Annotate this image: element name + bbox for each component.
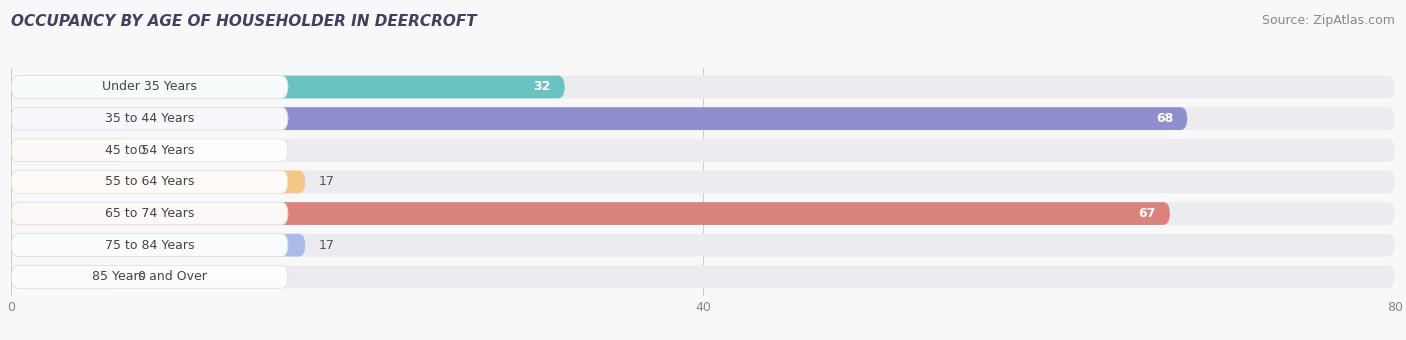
FancyBboxPatch shape <box>11 266 124 288</box>
FancyBboxPatch shape <box>11 234 1395 257</box>
FancyBboxPatch shape <box>11 202 288 225</box>
FancyBboxPatch shape <box>11 107 288 130</box>
FancyBboxPatch shape <box>11 75 288 98</box>
Text: 35 to 44 Years: 35 to 44 Years <box>105 112 194 125</box>
Text: Under 35 Years: Under 35 Years <box>103 81 197 94</box>
Text: 17: 17 <box>319 239 335 252</box>
FancyBboxPatch shape <box>11 234 288 257</box>
Text: 17: 17 <box>319 175 335 188</box>
FancyBboxPatch shape <box>11 171 288 193</box>
FancyBboxPatch shape <box>11 139 1395 162</box>
FancyBboxPatch shape <box>11 234 305 257</box>
FancyBboxPatch shape <box>11 107 1187 130</box>
FancyBboxPatch shape <box>11 107 1395 130</box>
Text: 75 to 84 Years: 75 to 84 Years <box>105 239 194 252</box>
Text: 65 to 74 Years: 65 to 74 Years <box>105 207 194 220</box>
FancyBboxPatch shape <box>11 266 288 288</box>
FancyBboxPatch shape <box>11 171 1395 193</box>
FancyBboxPatch shape <box>11 202 1170 225</box>
Text: 0: 0 <box>138 144 145 157</box>
FancyBboxPatch shape <box>11 202 1395 225</box>
Text: 67: 67 <box>1139 207 1156 220</box>
FancyBboxPatch shape <box>11 75 565 98</box>
Text: 85 Years and Over: 85 Years and Over <box>93 270 207 283</box>
Text: 0: 0 <box>138 270 145 283</box>
Text: Source: ZipAtlas.com: Source: ZipAtlas.com <box>1261 14 1395 27</box>
FancyBboxPatch shape <box>11 171 305 193</box>
Text: 45 to 54 Years: 45 to 54 Years <box>105 144 194 157</box>
Text: 55 to 64 Years: 55 to 64 Years <box>105 175 194 188</box>
Text: 68: 68 <box>1156 112 1174 125</box>
FancyBboxPatch shape <box>11 139 288 162</box>
FancyBboxPatch shape <box>11 75 1395 98</box>
Text: OCCUPANCY BY AGE OF HOUSEHOLDER IN DEERCROFT: OCCUPANCY BY AGE OF HOUSEHOLDER IN DEERC… <box>11 14 477 29</box>
FancyBboxPatch shape <box>11 139 124 162</box>
FancyBboxPatch shape <box>11 266 1395 288</box>
Text: 32: 32 <box>533 81 551 94</box>
